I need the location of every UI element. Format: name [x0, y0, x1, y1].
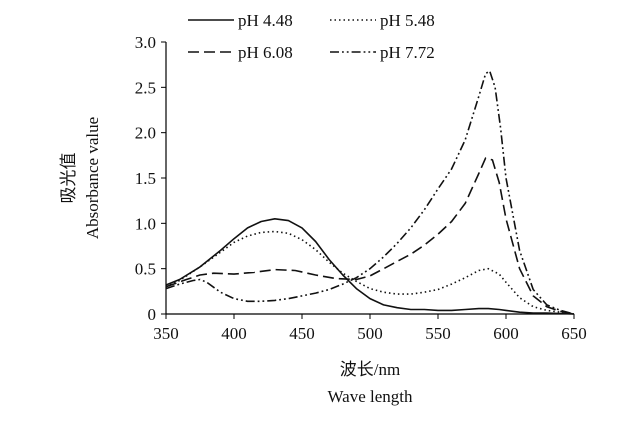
y-tick-label: 2.5: [135, 78, 156, 97]
y-tick-label: 1.5: [135, 169, 156, 188]
y-tick-label: 2.0: [135, 124, 156, 143]
y-tick-label: 1.0: [135, 214, 156, 233]
x-tick-label: 600: [493, 324, 519, 343]
x-tick-label: 550: [425, 324, 451, 343]
series-layer: [165, 70, 575, 315]
series-line-4: [165, 70, 575, 315]
legend-label-1: pH 4.48: [238, 11, 293, 30]
x-tick-label: 400: [221, 324, 247, 343]
x-tick-label: 450: [289, 324, 315, 343]
x-axis-title-en: Wave length: [327, 387, 413, 406]
legend: pH 4.48 pH 5.48 pH 6.08 pH 7.72: [188, 11, 435, 62]
legend-label-4: pH 7.72: [380, 43, 435, 62]
axes: 350 400 450 500 550 600 650 0 0.5 1.0 1.5 2.0 2.5 3.0: [135, 33, 587, 343]
series-line-3: [165, 157, 575, 315]
legend-label-3: pH 6.08: [238, 43, 293, 62]
series-line-2: [165, 230, 575, 315]
y-axis-title-en: Absorbance value: [83, 117, 102, 239]
y-tick-label: 0: [148, 305, 157, 324]
x-tick-label: 650: [561, 324, 587, 343]
x-tick-label: 350: [153, 324, 179, 343]
y-axis-title-cn: 吸光值: [59, 153, 78, 204]
legend-label-2: pH 5.48: [380, 11, 435, 30]
y-tick-label: 0.5: [135, 260, 156, 279]
axis-labels: 波长/nm Wave length 吸光值 Absorbance value: [59, 117, 413, 406]
x-tick-label: 500: [357, 324, 383, 343]
series-line-1: [165, 218, 575, 315]
x-axis-title-cn: 波长/nm: [340, 360, 400, 379]
y-tick-label: 3.0: [135, 33, 156, 52]
